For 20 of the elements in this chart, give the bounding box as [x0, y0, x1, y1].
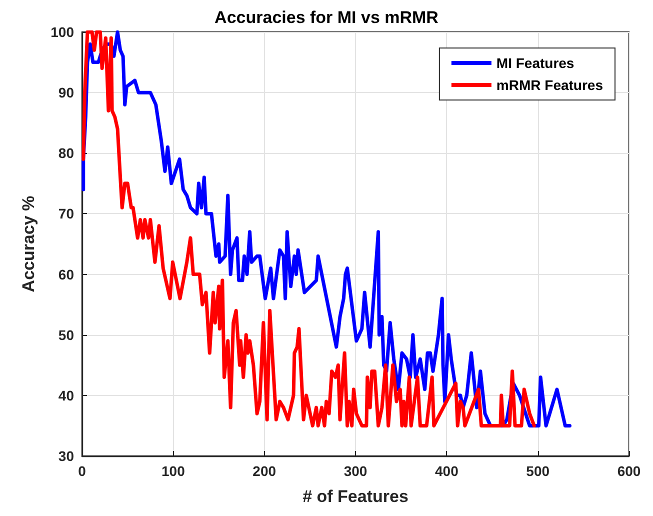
y-tick-label: 30	[58, 448, 74, 464]
x-tick-label: 300	[344, 463, 368, 479]
legend-label: MI Features	[496, 55, 574, 71]
x-tick-label: 500	[526, 463, 550, 479]
y-tick-label: 50	[58, 326, 74, 343]
y-tick-label: 80	[58, 145, 74, 162]
y-tick-label: 90	[58, 84, 74, 101]
chart-title: Accuracies for MI vs mRMR	[214, 8, 438, 27]
x-tick-label: 100	[161, 463, 186, 479]
x-tick-label: 0	[78, 463, 86, 479]
x-tick-label: 200	[252, 463, 276, 479]
x-tick-label: 400	[434, 463, 459, 479]
y-axis-title: Accuracy %	[19, 196, 38, 292]
y-tick-label: 100	[50, 24, 74, 40]
x-tick-label: 600	[617, 463, 641, 479]
y-tick-label: 40	[58, 387, 74, 404]
y-tick-label: 70	[58, 206, 74, 222]
x-axis-title: # of Features	[302, 487, 408, 506]
legend-label: mRMR Features	[496, 77, 604, 93]
y-tick-label: 60	[58, 266, 74, 282]
